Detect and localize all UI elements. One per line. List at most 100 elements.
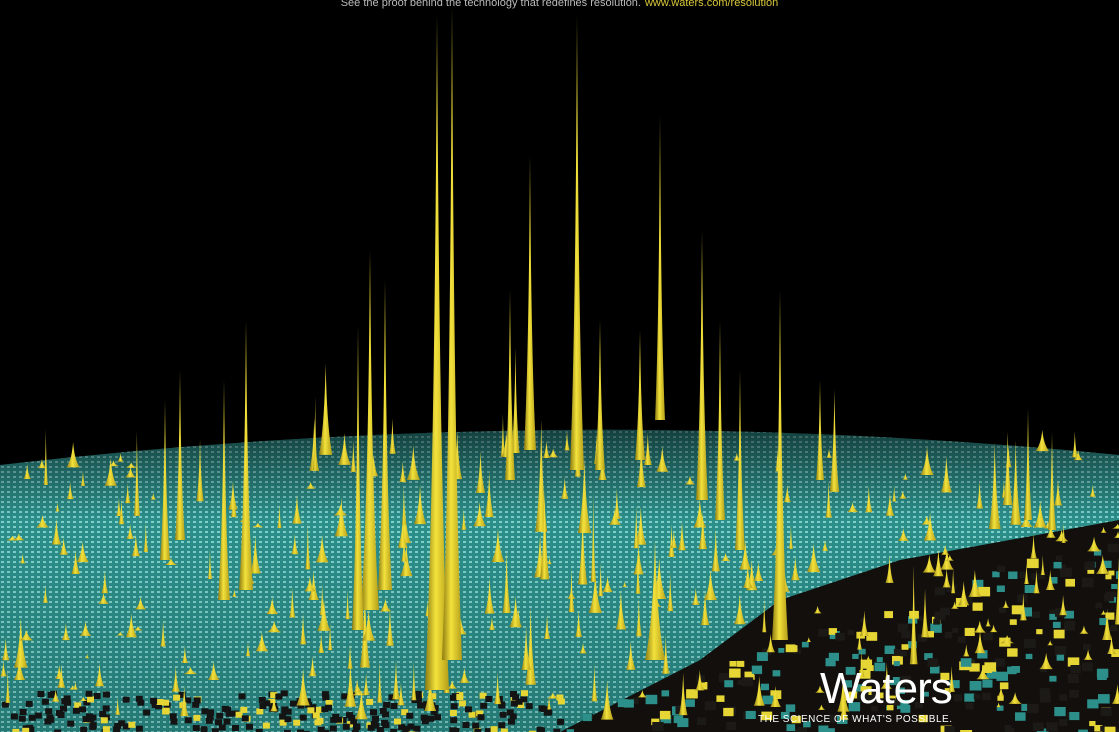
pixel	[992, 571, 999, 577]
pixel	[330, 717, 337, 723]
pixel	[143, 710, 150, 716]
pixel	[48, 692, 55, 698]
pixel	[86, 691, 93, 697]
pixel	[224, 719, 231, 725]
pixel	[201, 726, 208, 732]
pixel	[94, 693, 101, 699]
pixel	[232, 725, 239, 731]
pixel	[827, 728, 835, 732]
pixel	[1111, 584, 1117, 589]
pixel	[382, 722, 389, 728]
page: See the proof behind the technology that…	[0, 0, 1119, 732]
pixel	[686, 689, 698, 698]
pixel	[256, 708, 263, 714]
pixel	[1056, 556, 1063, 561]
pixel	[995, 659, 1005, 667]
pixel	[982, 680, 992, 688]
pixel	[1054, 562, 1062, 569]
pixel	[1098, 694, 1110, 703]
pixel	[417, 703, 424, 709]
pixel	[885, 646, 896, 654]
pixel	[1104, 594, 1114, 602]
pixel	[852, 654, 858, 659]
pixel	[246, 724, 253, 730]
pixel	[259, 703, 266, 709]
pixel	[762, 696, 773, 705]
pixel	[366, 699, 373, 705]
pixel	[226, 711, 233, 717]
pixel	[219, 725, 226, 731]
pixel	[583, 714, 592, 721]
pixel	[662, 690, 670, 696]
pixel	[317, 718, 324, 724]
pixel	[1053, 622, 1061, 628]
pixel	[171, 719, 178, 725]
pixel	[1054, 707, 1065, 716]
pixel	[206, 718, 213, 724]
pixel	[1110, 625, 1118, 631]
pixel	[737, 661, 745, 667]
pixel	[997, 696, 1003, 701]
pixel	[382, 711, 389, 717]
pixel	[1055, 646, 1067, 655]
pixel	[538, 728, 545, 732]
pixel	[491, 726, 498, 732]
pixel	[818, 726, 828, 732]
pixel	[866, 632, 877, 641]
pixel	[22, 728, 29, 732]
pixel	[1082, 578, 1094, 587]
pixel	[321, 706, 328, 712]
pixel	[472, 723, 479, 729]
pixel	[1040, 694, 1051, 703]
pixel	[1005, 728, 1015, 732]
pixel	[1026, 654, 1033, 659]
pixel	[652, 722, 663, 731]
pixel	[556, 695, 563, 701]
pixel	[900, 651, 907, 656]
pixel	[1054, 630, 1065, 639]
pixel	[434, 714, 441, 720]
pixel	[11, 714, 18, 720]
pixel	[498, 722, 505, 728]
pixel	[877, 657, 883, 662]
pixel	[372, 716, 379, 722]
pixel	[427, 716, 434, 722]
pixel	[742, 677, 753, 686]
pixel	[242, 715, 249, 721]
pixel	[346, 712, 353, 718]
pixel	[996, 672, 1008, 681]
pixel	[1101, 707, 1112, 716]
pixel	[674, 716, 684, 724]
pixel	[716, 695, 724, 702]
pixel	[945, 632, 953, 638]
pixel	[89, 724, 96, 730]
pixel	[935, 587, 945, 595]
pixel	[511, 701, 518, 707]
pixel	[370, 709, 377, 715]
pixel	[80, 727, 87, 732]
pixel	[705, 701, 716, 710]
pixel	[798, 727, 807, 732]
pixel	[150, 698, 157, 704]
pixel	[281, 690, 288, 696]
pixel	[944, 726, 952, 732]
pixel	[113, 726, 120, 732]
pixel	[521, 690, 528, 696]
pixel	[37, 691, 44, 697]
pixel	[1032, 612, 1040, 619]
pixel	[123, 697, 130, 703]
pixel	[413, 726, 420, 732]
pixel	[501, 729, 508, 732]
pixel	[42, 699, 49, 705]
pixel	[300, 715, 307, 721]
header-link[interactable]: www.waters.com/resolution	[645, 0, 778, 9]
pixel	[236, 712, 243, 718]
header-text: See the proof behind the technology that…	[341, 0, 641, 9]
pixel	[1105, 727, 1116, 732]
pixel	[973, 603, 983, 611]
pixel	[1065, 579, 1075, 587]
pixel	[201, 708, 208, 714]
pixel	[1089, 721, 1095, 726]
pixel	[307, 707, 314, 713]
pixel	[89, 715, 96, 721]
